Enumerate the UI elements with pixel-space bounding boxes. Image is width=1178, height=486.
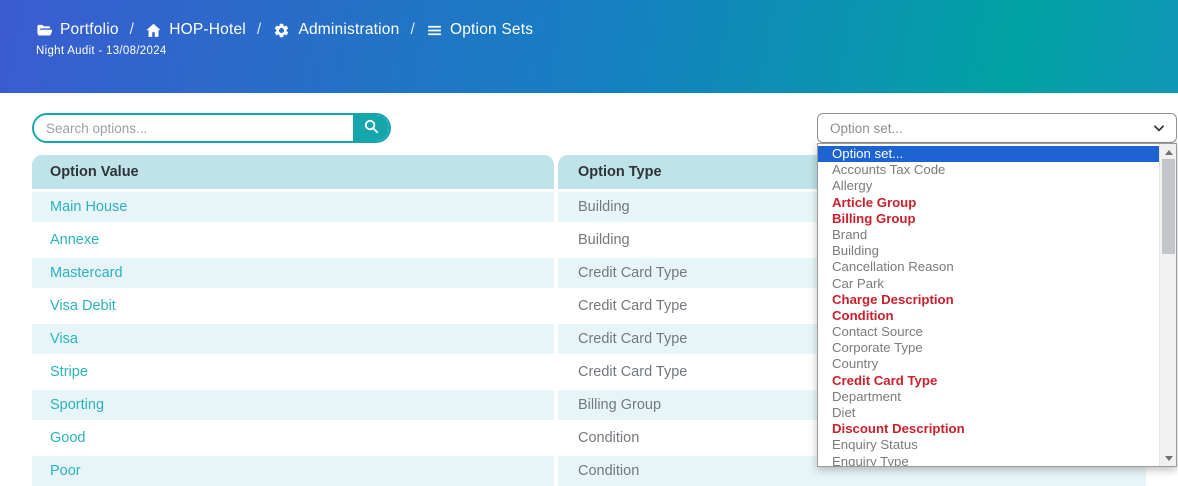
breadcrumb-label: Administration — [298, 21, 400, 38]
scrollbar-up-button[interactable] — [1160, 144, 1176, 160]
breadcrumb-label: Option Sets — [449, 21, 534, 38]
breadcrumb-separator: / — [256, 21, 262, 38]
breadcrumb-separator: / — [410, 21, 415, 38]
dropdown-item[interactable]: Diet — [832, 405, 856, 420]
dropdown-item[interactable]: Option set... — [818, 146, 1160, 163]
option-value-link[interactable]: Mastercard — [50, 265, 123, 281]
option-value-link[interactable]: Stripe — [50, 364, 88, 380]
dropdown-item[interactable]: Brand — [832, 226, 868, 242]
gears-icon — [272, 22, 291, 39]
dropdown-item[interactable]: Credit Card Type — [832, 372, 938, 388]
option-value-link[interactable]: Poor — [50, 463, 81, 479]
scrollbar-down-button[interactable] — [1160, 450, 1176, 466]
dropdown-item[interactable]: Condition — [832, 307, 894, 323]
dropdown-item[interactable]: Enquiry Status — [832, 437, 918, 453]
dropdown-item[interactable]: Contact Source — [832, 324, 923, 340]
option-set-select[interactable]: Option set... — [817, 113, 1177, 143]
dropdown-item[interactable]: Charge Description — [832, 291, 954, 307]
breadcrumb-portfolio[interactable]: Portfolio — [36, 21, 119, 39]
dropdown-item[interactable]: Article Group — [832, 194, 917, 210]
search-bar — [32, 113, 391, 143]
search-icon — [363, 118, 380, 138]
breadcrumb-option-sets[interactable]: Option Sets — [426, 21, 533, 39]
scrollbar-thumb[interactable] — [1162, 159, 1175, 254]
option-value-link[interactable]: Visa Debit — [50, 298, 116, 314]
breadcrumb-hotel[interactable]: HOP-Hotel — [145, 21, 246, 39]
option-set-dropdown: Option set... Accounts Tax Code Allergy … — [817, 143, 1177, 467]
folder-open-icon — [36, 22, 53, 39]
app-header: Portfolio / HOP-Hotel / Administration /… — [0, 0, 1178, 93]
dropdown-item[interactable]: Accounts Tax Code — [832, 162, 946, 178]
option-value-link[interactable]: Main House — [50, 199, 128, 215]
dropdown-item[interactable]: Cancellation Reason — [832, 259, 954, 275]
dropdown-item[interactable]: Discount Description — [832, 421, 965, 437]
breadcrumb-label: Portfolio — [60, 21, 119, 38]
search-button[interactable] — [353, 115, 389, 141]
dropdown-item[interactable]: Billing Group — [832, 210, 916, 226]
chevron-down-icon — [1152, 121, 1166, 135]
dropdown-item[interactable]: Car Park — [832, 275, 885, 291]
dropdown-item[interactable]: Department — [832, 388, 901, 404]
dropdown-item[interactable]: Corporate Type — [832, 340, 923, 356]
arrow-up-icon — [1164, 149, 1173, 155]
home-icon — [145, 22, 162, 39]
breadcrumb-label: HOP-Hotel — [169, 21, 246, 38]
option-value-link[interactable]: Sporting — [50, 397, 105, 413]
breadcrumb: Portfolio / HOP-Hotel / Administration /… — [36, 21, 533, 39]
dropdown-scrollbar[interactable] — [1159, 144, 1176, 466]
dropdown-item[interactable]: Enquiry Type — [832, 453, 909, 467]
column-header-option-value: Option Value — [32, 155, 554, 189]
option-set-select-value: Option set... — [830, 120, 903, 136]
breadcrumb-administration[interactable]: Administration — [272, 21, 399, 39]
arrow-down-icon — [1164, 455, 1173, 461]
dropdown-item[interactable]: Building — [832, 243, 879, 259]
option-value-link[interactable]: Visa — [50, 331, 78, 347]
dropdown-item[interactable]: Allergy — [832, 178, 873, 194]
night-audit-subtitle: Night Audit - 13/08/2024 — [36, 45, 167, 57]
dropdown-item[interactable]: Country — [832, 356, 879, 372]
option-value-link[interactable]: Good — [50, 430, 86, 446]
option-value-link[interactable]: Annexe — [50, 232, 100, 248]
search-input[interactable] — [34, 115, 353, 141]
list-icon — [426, 22, 443, 39]
breadcrumb-separator: / — [129, 21, 135, 38]
